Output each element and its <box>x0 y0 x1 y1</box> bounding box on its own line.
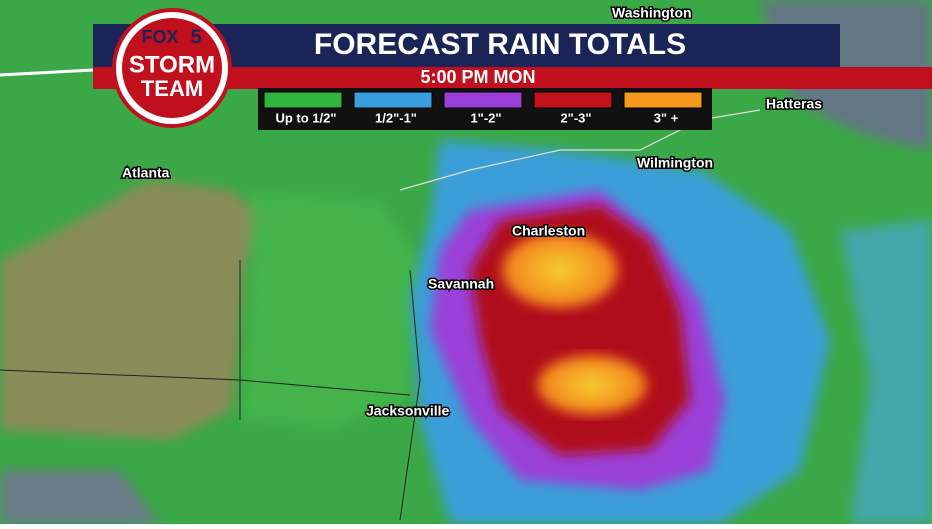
city-label: Savannah <box>428 276 494 292</box>
legend-swatch <box>623 91 703 109</box>
legend-swatch <box>353 91 433 109</box>
logo-line2: TEAM <box>141 76 203 101</box>
legend-label: 1"-2" <box>470 110 501 125</box>
logo-channel: 5 <box>190 26 201 48</box>
city-label: Hatteras <box>766 96 822 112</box>
legend: Up to 1/2" 1/2"-1" 1"-2" 2"-3" 3" + <box>258 88 712 130</box>
title: FORECAST RAIN TOTALS <box>314 28 686 61</box>
city-label: Washington <box>612 5 692 21</box>
subtitle: 5:00 PM MON <box>420 67 535 87</box>
logo-line1: STORM <box>129 51 215 78</box>
city-labels: Washington Hatteras Wilmington Atlanta C… <box>121 3 824 420</box>
city-label: Wilmington <box>637 155 713 171</box>
legend-swatch <box>443 91 523 109</box>
legend-label: 2"-3" <box>560 110 591 125</box>
legend-label: Up to 1/2" <box>275 110 336 125</box>
city-label: Jacksonville <box>366 403 449 419</box>
legend-swatch <box>263 91 343 109</box>
legend-label: 3" + <box>654 110 679 125</box>
logo-network: FOX <box>141 27 178 47</box>
city-label: Atlanta <box>122 165 170 181</box>
legend-label: 1/2"-1" <box>375 110 417 125</box>
city-label: Charleston <box>512 223 585 239</box>
subtitle-bar <box>93 67 932 89</box>
logo: FOX 5 STORM TEAM <box>112 8 232 128</box>
legend-swatch <box>533 91 613 109</box>
